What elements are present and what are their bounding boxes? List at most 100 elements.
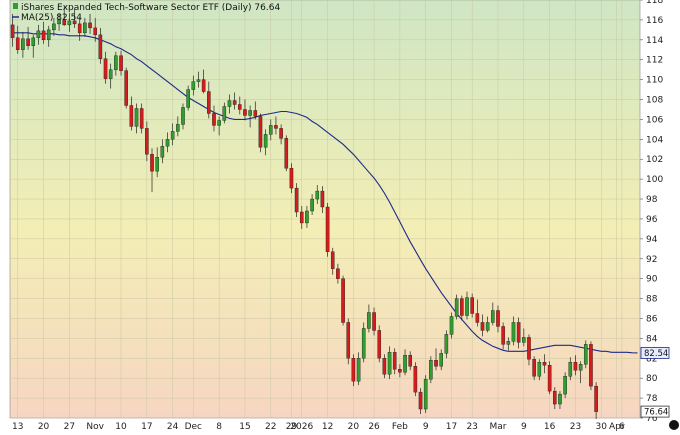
candle-down — [573, 362, 578, 371]
candle-up — [403, 355, 407, 373]
candle-down — [77, 23, 82, 34]
candle-down — [150, 154, 154, 172]
candle-series — [10, 6, 598, 419]
candle-down — [547, 365, 552, 392]
candle-up — [522, 337, 526, 343]
candle-down — [516, 322, 521, 343]
candle-down — [542, 362, 547, 366]
candle-down — [496, 310, 500, 327]
candle-up — [186, 89, 190, 108]
candle-up — [429, 360, 433, 380]
y-tick-label: 112 — [646, 56, 663, 66]
x-tick-label: 20 — [38, 422, 50, 432]
candle-up — [21, 38, 25, 50]
y-tick-label: 100 — [646, 175, 663, 185]
candle-down — [212, 113, 216, 126]
candle-down — [98, 34, 103, 59]
y-tick-label: 78 — [646, 394, 658, 404]
x-tick-label: 29 — [286, 422, 298, 432]
candle-down — [15, 37, 20, 50]
candle-up — [315, 190, 320, 200]
candle-up — [155, 157, 159, 172]
x-tick-label: 22 — [265, 422, 276, 432]
candle-down — [501, 326, 505, 345]
corner-dot — [669, 420, 679, 430]
y-tick-label: 82 — [646, 354, 657, 364]
ma25-line — [12, 32, 638, 354]
candle-down — [382, 358, 387, 375]
x-tick-label: Feb — [392, 422, 408, 432]
candle-down — [253, 110, 258, 117]
candle-down — [552, 390, 557, 405]
candle-up — [449, 316, 454, 335]
candle-up — [444, 334, 449, 354]
candle-up — [67, 20, 72, 26]
candle-down — [129, 105, 134, 127]
ma-price-badge — [640, 346, 670, 359]
ma-price-badge-label: 82.54 — [644, 349, 668, 359]
candle-up — [57, 19, 61, 25]
x-tick-label: 15 — [239, 422, 250, 432]
candle-down — [527, 337, 531, 360]
candle-down — [232, 100, 237, 105]
candle-down — [351, 358, 356, 382]
candle-down — [341, 278, 345, 323]
price-badges: 82.54 76.64 — [640, 346, 670, 418]
candle-down — [372, 312, 376, 331]
candle-up — [52, 23, 56, 31]
ma-series — [12, 32, 638, 354]
x-tick-label: 12 — [322, 422, 333, 432]
candle-up — [506, 341, 511, 345]
y-tick-label: 108 — [646, 96, 663, 106]
candle-up — [439, 353, 443, 367]
candle-down — [408, 355, 413, 367]
candle-up — [196, 79, 201, 82]
candle-down — [325, 206, 330, 252]
candle-up — [248, 110, 252, 116]
y-tick-label: 106 — [646, 115, 663, 125]
candle-up — [511, 322, 516, 342]
candle-down — [475, 313, 480, 323]
candle-down — [26, 38, 30, 46]
x-tick-label: Dec — [185, 422, 202, 432]
candle-down — [532, 359, 536, 377]
candle-up — [134, 108, 139, 127]
y-tick-label: 84 — [646, 334, 658, 344]
candle-up — [356, 358, 361, 382]
x-tick-label: 17 — [141, 422, 152, 432]
candle-up — [465, 297, 469, 316]
candle-down — [258, 116, 263, 148]
y-tick-label: 98 — [646, 195, 658, 205]
candle-down — [145, 128, 149, 155]
candle-down — [330, 251, 335, 269]
x-tick-label: 8 — [216, 422, 222, 432]
candle-up — [568, 362, 573, 377]
candle-down — [207, 91, 211, 114]
x-tick-label: 23 — [466, 422, 477, 432]
candle-up — [537, 362, 542, 377]
candle-down — [413, 366, 418, 393]
candle-up — [114, 55, 118, 70]
candle-down — [418, 391, 423, 410]
candle-down — [237, 104, 242, 110]
candle-up — [108, 69, 113, 79]
y-axis: 76 78 80 82 84 86 88 90 92 94 96 98 100 102 104 106 108 1… — [640, 0, 663, 424]
candle-up — [170, 131, 175, 140]
candle-down — [103, 58, 108, 79]
x-tick-label: 17 — [446, 422, 457, 432]
candle-down — [346, 322, 351, 359]
y-tick-label: 110 — [646, 76, 663, 86]
candle-up — [268, 125, 273, 135]
candle-down — [460, 298, 464, 316]
x-tick-label: 6 — [619, 422, 625, 432]
candle-down — [139, 108, 144, 129]
y-tick-label: 118 — [646, 0, 663, 6]
candle-down — [336, 268, 340, 279]
candle-up — [176, 124, 180, 132]
candle-up — [83, 22, 87, 34]
x-tick-label: 30 — [596, 422, 608, 432]
candle-up — [361, 328, 366, 359]
y-tick-label: 104 — [646, 135, 663, 145]
candle-down — [93, 27, 98, 36]
